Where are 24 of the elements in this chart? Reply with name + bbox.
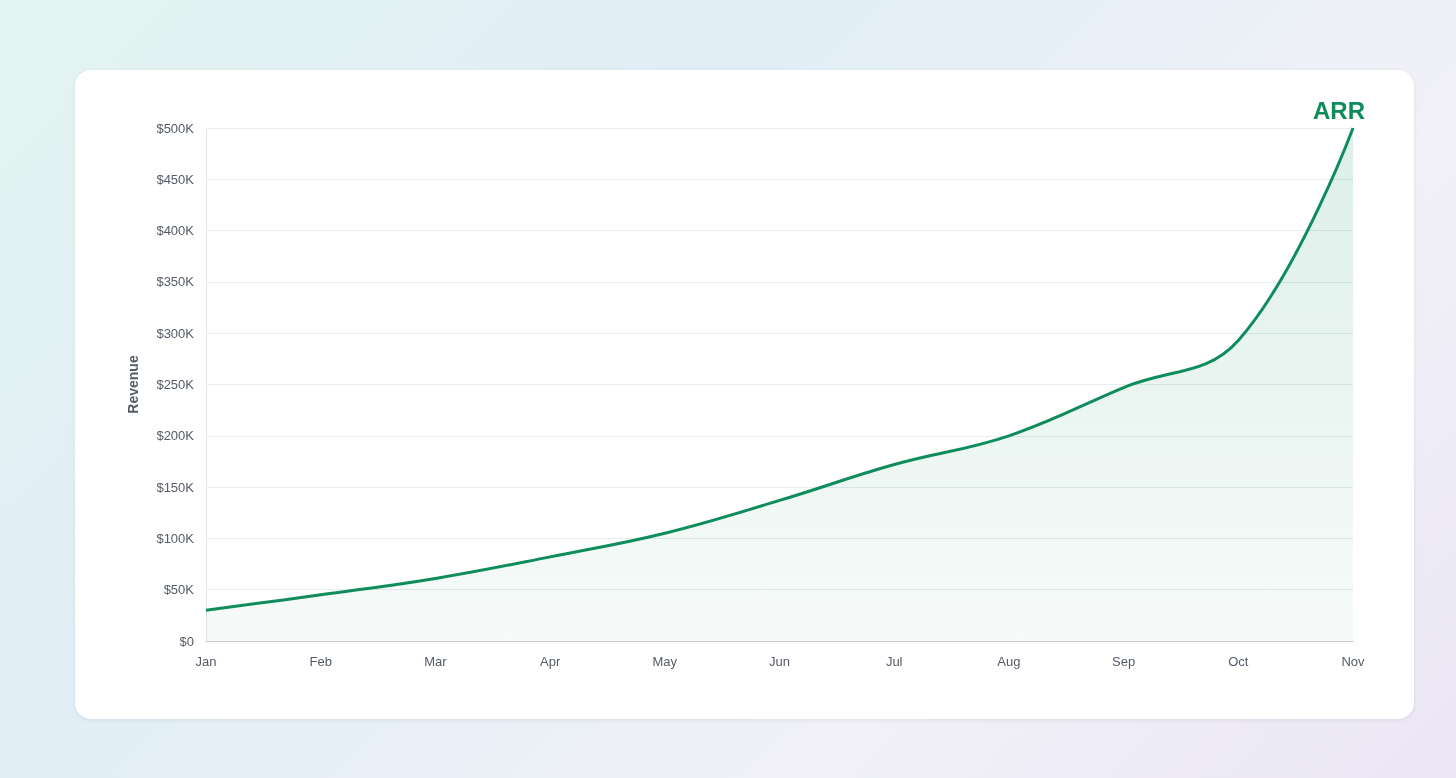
y-tick-label: $100K [156,530,195,546]
y-tick-label: $450K [156,171,195,187]
y-tick-label: $500K [156,120,195,136]
x-tick-label: Oct [1228,654,1249,669]
y-axis-title: Revenue [125,355,141,414]
x-tick-label: Jan [195,654,217,669]
x-tick-label: Nov [1341,654,1366,669]
x-tick-label: Feb [309,654,332,669]
y-tick-label: $50K [163,582,195,598]
y-tick-label: $400K [156,223,195,239]
x-tick-label: Jun [769,654,790,669]
x-tick-label: Jul [885,654,903,669]
y-tick-label: $150K [156,479,195,495]
y-tick-label: $350K [156,274,195,290]
y-tick-label: $0 [179,633,194,649]
y-tick-label: $300K [156,325,195,341]
series-label: ARR [1313,96,1365,124]
x-tick-label: May [652,654,678,669]
y-tick-label: $250K [156,377,195,392]
y-tick-label: $200K [156,428,195,444]
x-tick-label: Mar [424,654,448,669]
x-tick-label: Apr [539,654,561,669]
x-tick-label: Aug [997,654,1021,669]
x-tick-label: Sep [1112,654,1136,669]
